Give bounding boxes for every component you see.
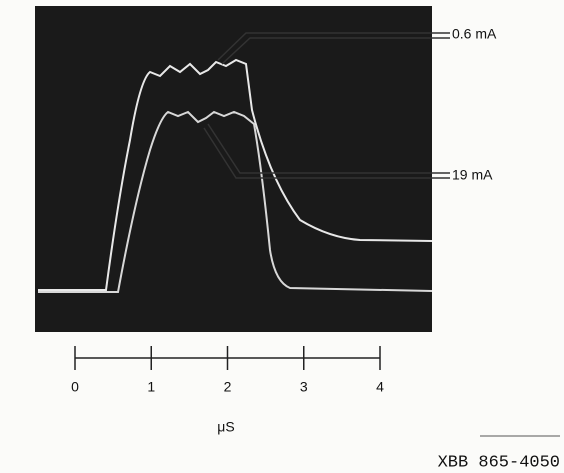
annotation: 19 mA — [452, 167, 493, 183]
scale-unit: μS — [217, 419, 234, 435]
scale-tick-label: 1 — [147, 379, 155, 395]
oscilloscope-screen — [35, 6, 432, 332]
scale-tick-label: 2 — [224, 379, 232, 395]
figure-id: XBB 865-4050 — [438, 453, 560, 472]
callout-lines — [203, 32, 450, 179]
scale-tick-label: 3 — [300, 379, 308, 395]
trace-19ma — [38, 110, 433, 293]
scale-tick-label: 0 — [71, 379, 79, 395]
time-scale: 0 1 2 3 4 — [71, 346, 384, 395]
scale-tick-label: 4 — [376, 379, 384, 395]
annotation: 0.6 mA — [452, 26, 497, 42]
trace-0-6ma — [38, 58, 433, 291]
